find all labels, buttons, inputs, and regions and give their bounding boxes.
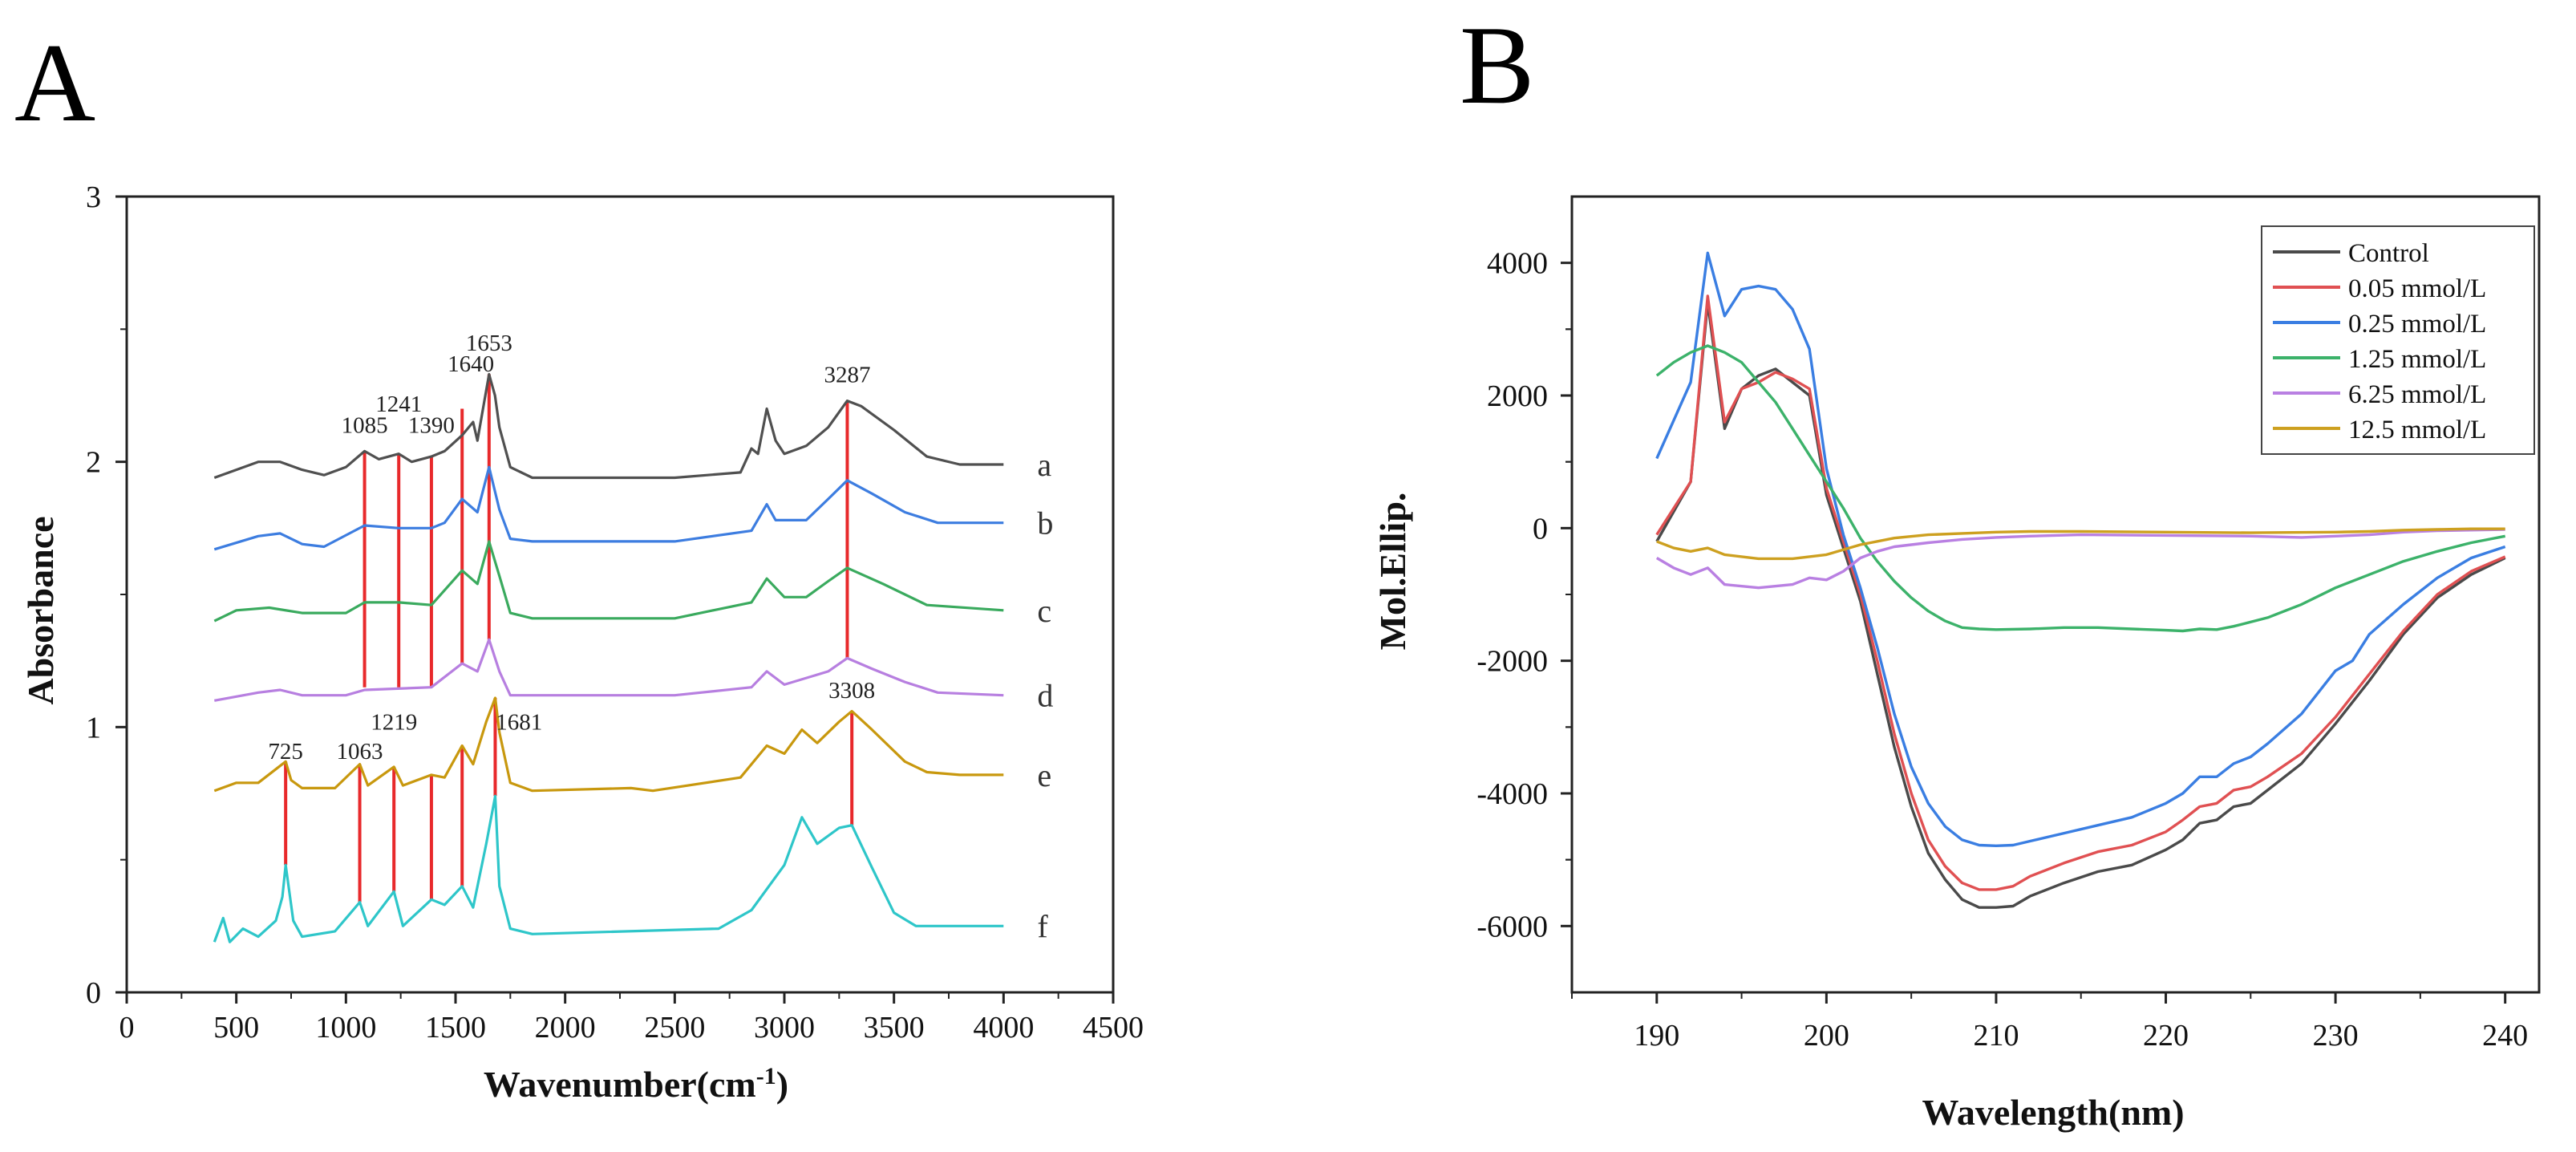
curve-label-e: e [1037, 757, 1051, 793]
x-tick-label-b: 240 [2482, 1019, 2528, 1053]
cd-curve-3 [1655, 344, 2506, 633]
x-axis-title-a: Wavenumber(cm-1) [484, 1063, 788, 1105]
legend-entry: 6.25 mmol/L [2348, 380, 2486, 409]
y-tick-label-b: -6000 [1476, 910, 1548, 943]
y-tick-label-a: 0 [86, 976, 101, 1010]
legend-box [2261, 225, 2535, 455]
peak-label: 3287 [824, 362, 870, 387]
peak-label: 1640 [448, 351, 494, 377]
y-tick-label-a: 1 [86, 711, 101, 744]
panel-b-letter: B [1460, 3, 1534, 128]
x-axis-title-a-sup: -1 [756, 1063, 776, 1089]
y-tick-label-b: 0 [1533, 512, 1548, 546]
legend-entry: 0.05 mmol/L [2348, 274, 2486, 303]
y-tick-label-b: 2000 [1487, 379, 1548, 413]
cd-curve-4 [1655, 528, 2505, 590]
cd-curve-2 [1655, 251, 2506, 847]
spectrum-curve-b [213, 465, 1004, 551]
y-tick-label-a: 2 [86, 446, 101, 480]
x-tick-label-a: 4500 [1083, 1011, 1144, 1045]
x-tick-label-a: 3000 [754, 1011, 815, 1045]
y-tick-label-b: -2000 [1476, 645, 1548, 679]
panel-b-chart: 190 200 210 220 230 240 -6000 -4000 -2000 0 2000 40… [1372, 195, 2541, 1133]
x-tick-label-b: 230 [2313, 1019, 2359, 1053]
peak-label: 1653 [466, 331, 512, 356]
panel-a-letter: A [14, 21, 95, 145]
curve-label-b: b [1037, 505, 1053, 542]
x-tick-label-a: 500 [213, 1011, 259, 1045]
cd-curve-5 [1656, 527, 2505, 561]
y-tick-label-b: -4000 [1476, 777, 1548, 811]
curve-label-f: f [1037, 908, 1048, 944]
x-tick-label-a: 2500 [644, 1011, 705, 1045]
x-tick-label-a: 1500 [425, 1011, 486, 1045]
peak-label: 1063 [337, 739, 383, 765]
peak-label: 1219 [371, 710, 417, 736]
x-axis-title-b: Wavelength(nm) [1922, 1092, 2184, 1133]
y-tick-label-b: 4000 [1487, 247, 1548, 281]
y-tick-label-a: 3 [86, 181, 101, 214]
peak-label: 1241 [375, 391, 422, 417]
y-axis-title-b: Mol.Ellip. [1372, 493, 1413, 651]
curve-label-c: c [1037, 593, 1051, 629]
peak-label: 725 [268, 739, 303, 765]
x-tick-label-a: 2000 [535, 1011, 596, 1045]
x-axis-title-a-main: Wavenumber(cm [484, 1064, 756, 1105]
x-tick-label-b: 190 [1634, 1019, 1679, 1053]
curve-label-a: a [1037, 447, 1051, 483]
legend-entry: Control [2348, 239, 2429, 268]
panel-a-chart: 0 500 1000 1500 2000 2500 3000 3500 4000 4500 0 1 2 3… [20, 181, 1144, 1105]
x-tick-label-b: 200 [1804, 1019, 1849, 1053]
x-axis-title-a-end: ) [776, 1064, 788, 1105]
peak-label: 1681 [496, 710, 542, 736]
x-tick-label-a: 0 [119, 1011, 135, 1045]
peak-label: 1390 [408, 412, 455, 438]
peak-label: 3308 [828, 678, 875, 704]
spectrum-curve-c [213, 540, 1004, 623]
cd-curve-1 [1655, 294, 2506, 891]
x-tick-label-b: 220 [2143, 1019, 2189, 1053]
x-tick-label-a: 3500 [864, 1011, 925, 1045]
legend-entry: 0.25 mmol/L [2348, 310, 2486, 339]
spectrum-curve-f [213, 794, 1004, 943]
x-tick-label-b: 210 [1973, 1019, 2019, 1053]
y-axis-title-a: Absorbance [20, 516, 61, 704]
curve-label-d: d [1037, 678, 1053, 714]
x-tick-label-a: 4000 [973, 1011, 1034, 1045]
x-tick-label-a: 1000 [315, 1011, 376, 1045]
legend-entry: 12.5 mmol/L [2348, 416, 2486, 444]
spectrum-curve-a [213, 372, 1004, 480]
spectrum-curve-e [213, 696, 1004, 793]
legend-b: Control 0.05 mmol/L 0.25 mmol/L 1.25 mmol/L… [2261, 225, 2535, 455]
spectrum-curve-d [214, 638, 1004, 702]
legend-entry: 1.25 mmol/L [2348, 345, 2486, 374]
peak-label: 1085 [342, 412, 388, 438]
